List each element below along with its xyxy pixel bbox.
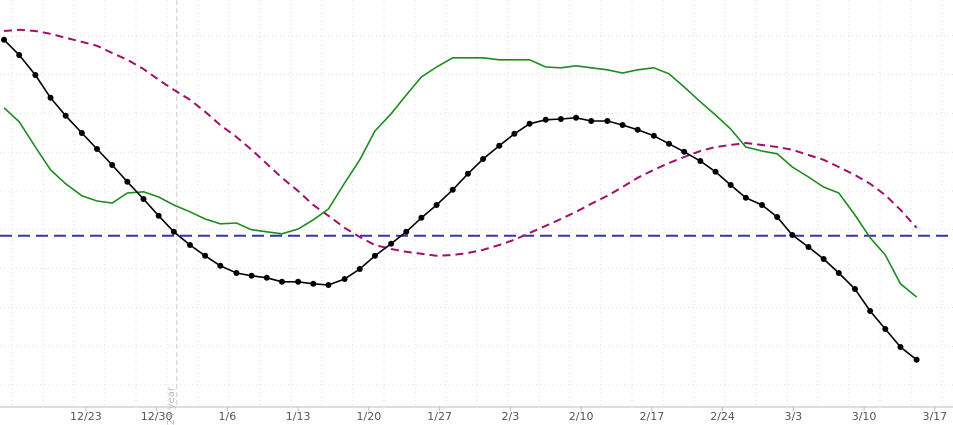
marker <box>32 72 39 78</box>
marker <box>867 308 874 314</box>
marker <box>758 202 765 208</box>
x-tick-label: 1/6 <box>219 410 237 423</box>
marker <box>496 142 503 149</box>
marker <box>897 344 904 350</box>
marker <box>634 126 641 133</box>
series-line <box>3 28 918 257</box>
marker <box>140 196 147 202</box>
marker <box>403 228 410 235</box>
marker <box>233 270 240 276</box>
marker <box>666 140 673 147</box>
marker <box>805 244 812 250</box>
x-tick-label: 2/3 <box>502 410 520 423</box>
marker <box>774 214 781 220</box>
marker <box>310 280 317 287</box>
series-line <box>3 39 918 361</box>
marker <box>170 228 177 235</box>
marker <box>418 214 425 221</box>
marker <box>511 130 518 137</box>
marker <box>202 252 209 259</box>
x-tick-label: 3/3 <box>784 410 802 423</box>
marker <box>94 146 101 152</box>
marker <box>371 252 378 259</box>
marker <box>186 242 193 248</box>
marker <box>557 116 564 122</box>
marker <box>1 36 8 43</box>
marker <box>341 276 348 282</box>
marker <box>325 282 332 288</box>
x-tick-label: 2/17 <box>639 410 664 423</box>
marker <box>573 114 580 121</box>
marker <box>464 170 471 177</box>
marker <box>16 52 23 58</box>
marker <box>619 122 626 128</box>
marker <box>913 356 920 363</box>
marker <box>47 94 54 101</box>
marker <box>217 262 224 269</box>
marker <box>604 118 611 124</box>
marker <box>263 274 270 281</box>
marker <box>697 158 704 164</box>
marker <box>650 132 657 139</box>
x-tick-label: 3/17 <box>922 410 947 423</box>
x-tick-label: 2/24 <box>710 410 735 423</box>
grid <box>0 0 953 407</box>
marker <box>480 156 487 162</box>
marker <box>78 130 85 136</box>
series-line <box>3 57 918 298</box>
x-tick-label: 1/20 <box>357 410 382 423</box>
year-label: 2024 year <box>166 386 177 425</box>
marker <box>124 178 131 185</box>
marker <box>835 270 842 276</box>
marker <box>433 202 440 208</box>
marker <box>681 148 688 155</box>
marker <box>851 286 858 292</box>
marker <box>248 272 255 279</box>
marker <box>742 194 749 201</box>
marker <box>449 186 456 193</box>
marker <box>712 168 719 175</box>
marker <box>727 182 734 188</box>
marker <box>109 162 116 168</box>
marker <box>526 120 533 127</box>
marker <box>356 266 363 272</box>
x-tick-label: 12/30 <box>141 410 173 423</box>
marker <box>882 326 889 332</box>
marker <box>278 278 285 285</box>
marker <box>542 116 549 123</box>
marker <box>820 256 827 262</box>
marker <box>588 118 595 124</box>
x-tick-label: 1/13 <box>286 410 311 423</box>
x-tick-label: 2/10 <box>569 410 594 423</box>
marker <box>155 212 162 219</box>
marker <box>388 240 395 247</box>
x-tick-label: 1/27 <box>427 410 452 423</box>
marker <box>62 112 69 119</box>
x-tick-label: 3/10 <box>852 410 877 423</box>
marker <box>295 278 302 285</box>
marker <box>789 232 796 238</box>
x-tick-label: 12/23 <box>70 410 102 423</box>
